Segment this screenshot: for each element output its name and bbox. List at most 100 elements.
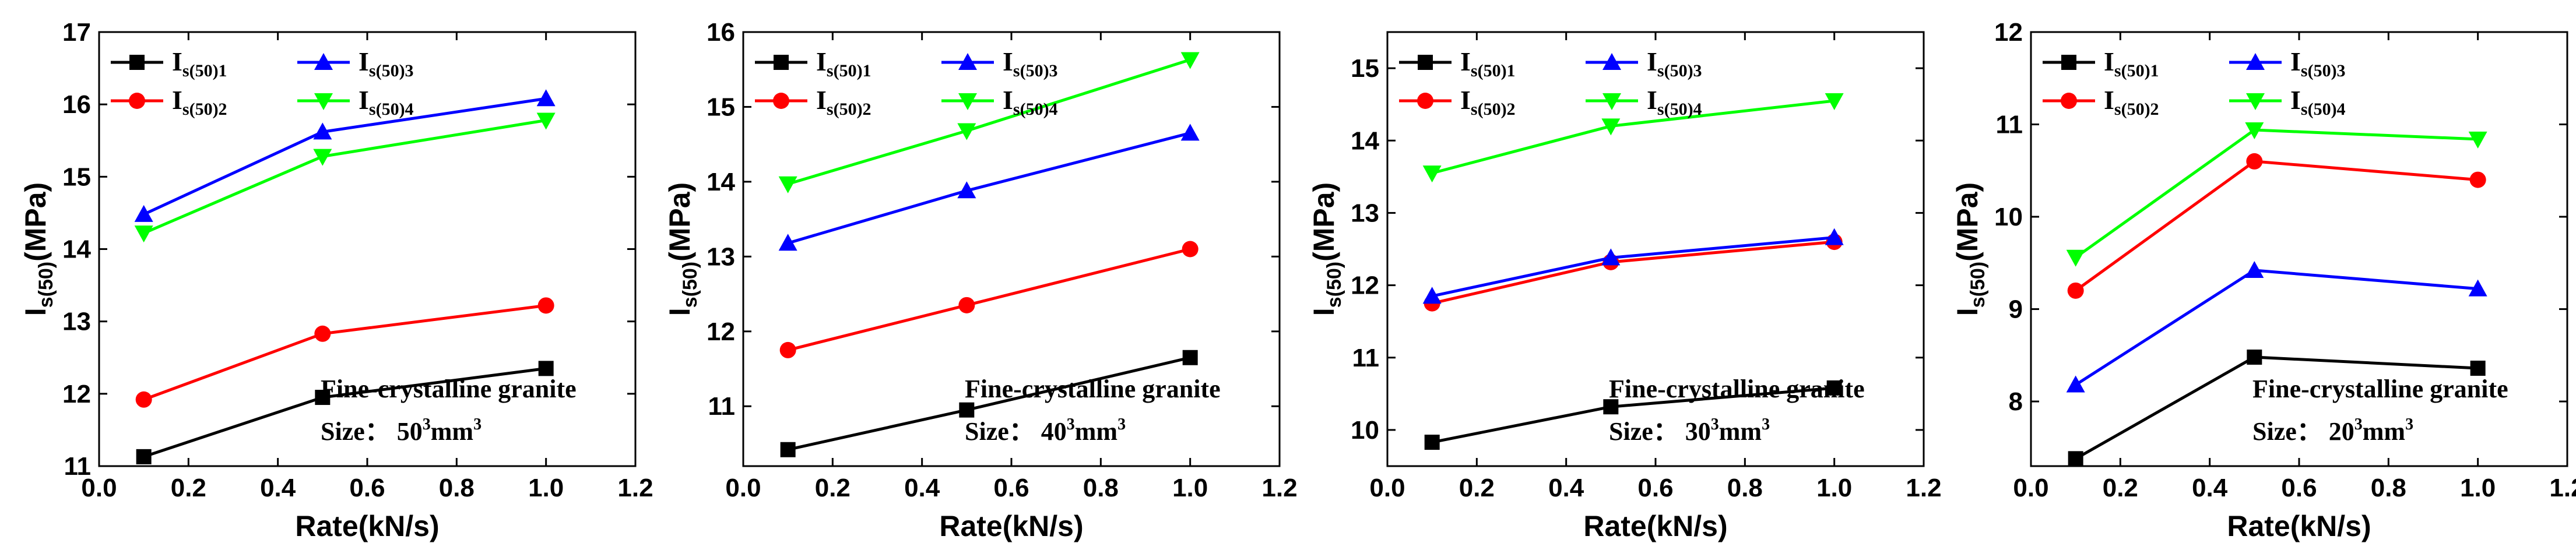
x-tick-label: 0.0	[81, 474, 117, 502]
x-tick-label: 0.4	[904, 474, 940, 502]
legend-item: Is(50)1	[111, 47, 227, 80]
legend-marker	[1602, 53, 1621, 70]
legend-item: Is(50)2	[111, 85, 227, 119]
series-line	[787, 131, 1191, 245]
series-s(50)1	[780, 350, 1198, 457]
y-tick-label: 15	[707, 93, 735, 121]
data-point	[2066, 249, 2085, 267]
legend-item: Is(50)2	[754, 85, 871, 119]
x-tick-label: 1.0	[528, 474, 564, 502]
legend-label: Is(50)3	[359, 47, 414, 80]
x-tick-label: 1.0	[1816, 474, 1852, 502]
data-point	[958, 297, 975, 313]
data-point	[1826, 380, 1842, 396]
legend-marker	[129, 93, 145, 109]
y-tick-label: 16	[62, 90, 91, 119]
data-point	[780, 442, 796, 457]
series-s(50)2	[779, 241, 1199, 358]
legend-marker	[958, 53, 977, 70]
legend-label: Is(50)1	[2104, 47, 2159, 80]
data-point	[536, 89, 556, 107]
y-axis-label: Is(50)(MPa)	[663, 182, 701, 316]
series-s(50)4	[1422, 93, 1844, 183]
series-s(50)2	[2067, 153, 2486, 299]
legend-marker	[1602, 93, 1621, 110]
y-tick-label: 11	[64, 452, 91, 481]
x-tick-label: 0.4	[260, 474, 296, 502]
legend-item: Is(50)1	[2043, 47, 2159, 80]
chart-panel-20mm: 0.0 0.2 0.4 0.6 0.8 1.0 1.2 8 9 10 11 12 Rate(kN/s) I…	[1932, 0, 2576, 557]
legend-marker	[2061, 93, 2078, 109]
series-s(50)4	[2066, 122, 2487, 267]
legend-label: Is(50)2	[2104, 85, 2159, 119]
series-s(50)1	[136, 361, 554, 464]
x-axis-label: Rate(kN/s)	[939, 510, 1083, 542]
data-point	[1424, 435, 1440, 450]
chart-svg: 0.0 0.2 0.4 0.6 0.8 1.0 1.2 10 11 12 13 14 15 Rate(kN…	[1308, 31, 1941, 542]
y-tick-label: 11	[708, 392, 735, 421]
y-tick-label: 11	[1996, 111, 2023, 139]
data-point	[778, 176, 797, 193]
legend-item: Is(50)4	[297, 85, 414, 119]
y-tick-label: 14	[707, 168, 735, 196]
chart-svg: 0.0 0.2 0.4 0.6 0.8 1.0 1.2 8 9 10 11 12 Rate(kN/s) I…	[1951, 18, 2576, 542]
legend-marker	[314, 93, 333, 110]
chart-panel-30mm: 0.0 0.2 0.4 0.6 0.8 1.0 1.2 10 11 12 13 14 15 Rate(kN…	[1288, 0, 1941, 557]
x-axis-label: Rate(kN/s)	[2227, 510, 2371, 542]
data-point	[2066, 375, 2085, 393]
legend-label: Is(50)4	[2290, 85, 2346, 119]
legend-marker	[1417, 55, 1433, 70]
x-tick-label: 0.0	[1369, 474, 1405, 502]
y-tick-label: 8	[2009, 387, 2023, 416]
data-point	[2245, 260, 2264, 278]
series-s(50)3	[2066, 260, 2487, 393]
legend-item: Is(50)4	[2229, 85, 2346, 119]
series-line	[2075, 128, 2479, 259]
data-point	[314, 325, 331, 342]
data-point	[2470, 360, 2486, 376]
x-tick-label: 1.2	[2550, 474, 2576, 502]
data-point	[134, 205, 153, 222]
data-point	[1601, 248, 1620, 266]
x-tick-label: 0.2	[814, 474, 850, 502]
series-s(50)3	[134, 89, 556, 222]
series-line	[2075, 269, 2479, 386]
annotation-title: Fine-crystalline granite	[1609, 375, 1865, 403]
legend-item: Is(50)3	[2229, 47, 2346, 80]
x-tick-label: 1.0	[1172, 474, 1208, 502]
annotation-size: Size： 203mm3	[2252, 415, 2413, 446]
legend-item: Is(50)2	[1398, 85, 1516, 119]
legend-item: Is(50)4	[941, 85, 1058, 119]
data-point	[536, 112, 556, 130]
x-axis-label: Rate(kN/s)	[295, 510, 439, 542]
series-s(50)1	[2068, 349, 2486, 467]
x-tick-label: 0.6	[349, 474, 385, 502]
annotation-size: Size： 503mm3	[321, 415, 482, 446]
legend-item: Is(50)3	[297, 47, 414, 80]
legend-item: Is(50)4	[1585, 85, 1702, 119]
data-point	[1180, 124, 1200, 141]
x-tick-label: 0.6	[993, 474, 1029, 502]
data-point	[1601, 118, 1620, 136]
data-point	[313, 149, 332, 166]
data-point	[538, 361, 554, 376]
data-point	[957, 123, 976, 140]
legend-label: Is(50)4	[1003, 85, 1058, 119]
series-line	[143, 119, 547, 235]
x-tick-label: 1.0	[2460, 474, 2496, 502]
y-tick-label: 12	[707, 318, 735, 346]
x-tick-label: 0.8	[2371, 474, 2406, 502]
x-tick-label: 0.0	[725, 474, 761, 502]
legend-marker	[2061, 55, 2077, 70]
legend-marker	[773, 55, 789, 70]
legend-label: Is(50)2	[1460, 85, 1516, 119]
data-point	[1825, 93, 1844, 110]
x-tick-label: 0.2	[171, 474, 206, 502]
legend-label: Is(50)3	[1647, 47, 1702, 80]
x-tick-label: 0.2	[1459, 474, 1494, 502]
y-tick-label: 12	[1351, 272, 1379, 300]
data-point	[2246, 153, 2263, 170]
y-tick-label: 10	[1351, 416, 1379, 445]
legend-marker	[129, 55, 145, 70]
